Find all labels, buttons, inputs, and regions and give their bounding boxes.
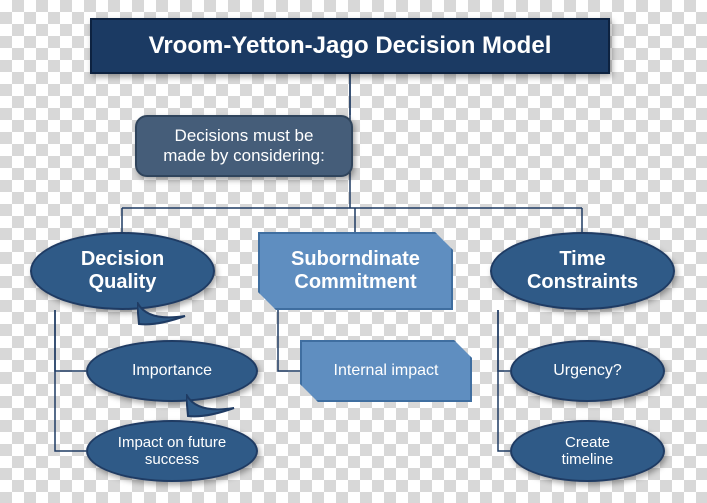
edge-time-urgency bbox=[498, 310, 510, 371]
impact-future-node: Impact on futuresuccess bbox=[86, 420, 258, 482]
edge-subordinate-internal bbox=[278, 310, 300, 371]
edge-decision_q-importance bbox=[55, 310, 86, 371]
edge-bus-decision_q bbox=[122, 208, 582, 232]
importance-callout-tail bbox=[186, 394, 226, 416]
considering-label: Decisions must bemade by considering: bbox=[163, 126, 325, 165]
time-constraints-node: TimeConstraints bbox=[490, 232, 675, 310]
urgency-node: Urgency? bbox=[510, 340, 665, 402]
impact-future-label: Impact on futuresuccess bbox=[118, 434, 226, 469]
edge-decision_q-impact_future bbox=[55, 310, 86, 451]
urgency-label: Urgency? bbox=[553, 362, 621, 380]
considering-node: Decisions must bemade by considering: bbox=[135, 115, 353, 177]
subordinate-commitment-node: SuborndinateCommitment bbox=[258, 232, 453, 310]
internal-impact-label: Internal impact bbox=[334, 362, 439, 380]
create-timeline-label: Createtimeline bbox=[562, 434, 614, 469]
importance-node: Importance bbox=[86, 340, 258, 402]
time-constraints-label: TimeConstraints bbox=[527, 248, 638, 294]
edge-time-timeline bbox=[498, 310, 510, 451]
decision-quality-label: DecisionQuality bbox=[81, 248, 164, 294]
decision-quality-node: DecisionQuality bbox=[30, 232, 215, 310]
decision_q-callout-tail bbox=[137, 302, 177, 324]
title-label: Vroom-Yetton-Jago Decision Model bbox=[149, 32, 552, 60]
importance-label: Importance bbox=[132, 362, 212, 380]
internal-impact-node: Internal impact bbox=[300, 340, 472, 402]
create-timeline-node: Createtimeline bbox=[510, 420, 665, 482]
title-node: Vroom-Yetton-Jago Decision Model bbox=[90, 18, 610, 74]
subordinate-commitment-label: SuborndinateCommitment bbox=[291, 248, 420, 294]
